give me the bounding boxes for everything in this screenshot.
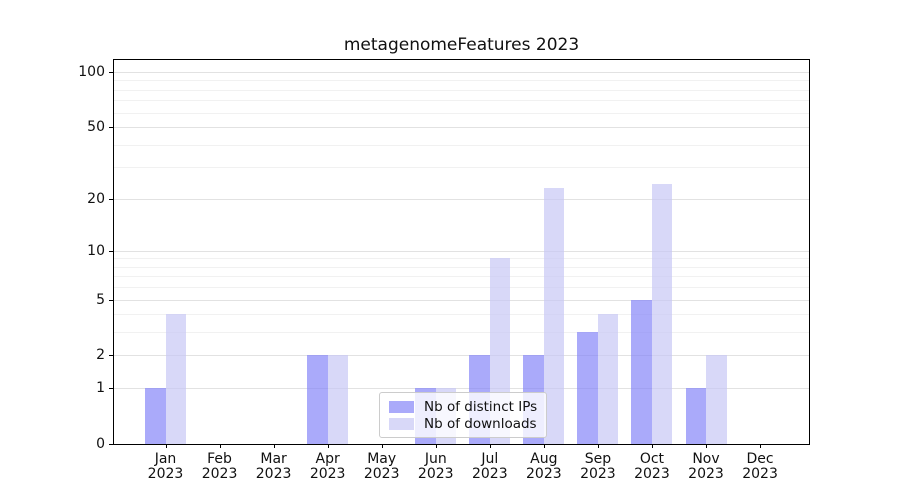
x-tick-label-oct: Oct 2023 — [634, 451, 670, 482]
x-tick-label-nov: Nov 2023 — [688, 451, 724, 482]
legend-swatch-downloads — [389, 417, 414, 430]
y-tick-label: 100 — [78, 63, 105, 80]
bar-downloads-nov — [706, 355, 727, 444]
bar-ips-oct — [631, 299, 652, 444]
y-tick-label: 20 — [87, 190, 105, 207]
grid-line-minor — [114, 266, 809, 268]
legend-label-distinct-ips: Nb of distinct IPs — [424, 398, 538, 415]
x-tick-label-jun: Jun 2023 — [417, 451, 454, 482]
grid-line-major — [114, 198, 809, 200]
x-tick-label-may: May 2023 — [363, 451, 400, 482]
plot-area: Nb of distinct IPs Nb of downloads — [113, 59, 810, 445]
bar-ips-apr — [307, 355, 328, 444]
x-tick — [327, 444, 329, 448]
grid-line-major — [114, 250, 809, 252]
x-tick — [435, 444, 437, 448]
grid-line-minor — [114, 276, 809, 278]
y-tick — [109, 198, 113, 200]
y-tick — [109, 126, 113, 128]
bar-downloads-apr — [327, 355, 349, 444]
y-tick — [109, 355, 113, 357]
x-tick — [651, 444, 653, 448]
bar-ips-nov — [685, 388, 706, 444]
y-tick — [109, 250, 113, 252]
grid-line-minor — [114, 144, 809, 146]
grid-line-minor — [114, 258, 809, 260]
x-tick-label-aug: Aug 2023 — [526, 451, 562, 482]
x-tick — [489, 444, 491, 448]
grid-line-minor — [114, 89, 809, 91]
legend-label-downloads: Nb of downloads — [424, 415, 537, 432]
grid-line-minor — [114, 167, 809, 169]
bar-ips-sep — [577, 332, 598, 444]
legend-item-downloads: Nb of downloads — [389, 415, 537, 432]
x-tick-label-jan: Jan 2023 — [147, 451, 184, 482]
y-tick — [109, 71, 113, 73]
grid-line-major — [114, 388, 809, 390]
x-tick-label-dec: Dec 2023 — [742, 451, 778, 482]
x-tick — [543, 444, 545, 448]
y-tick-label: 5 — [96, 291, 105, 308]
x-tick — [219, 444, 221, 448]
grid-line-major — [114, 299, 809, 301]
bar-downloads-sep — [597, 314, 619, 444]
bar-downloads-aug — [543, 187, 565, 444]
x-tick — [760, 444, 762, 448]
bar-downloads-jan — [165, 314, 186, 444]
legend: Nb of distinct IPs Nb of downloads — [379, 392, 547, 438]
y-tick-label: 2 — [96, 347, 105, 364]
x-tick-label-apr: Apr 2023 — [309, 451, 346, 482]
bar-downloads-oct — [651, 184, 673, 444]
x-tick — [381, 444, 383, 448]
x-tick-label-mar: Mar 2023 — [255, 451, 292, 482]
grid-line-minor — [114, 112, 809, 114]
x-tick — [706, 444, 707, 448]
grid-line-minor — [114, 80, 809, 82]
y-tick-label: 1 — [96, 380, 105, 397]
grid-line-major — [114, 126, 809, 128]
y-tick-label: 10 — [87, 242, 105, 259]
x-tick-label-sep: Sep 2023 — [580, 451, 616, 482]
grid-line-minor — [114, 332, 809, 334]
grid-line-major — [114, 355, 809, 357]
x-tick — [165, 444, 167, 448]
y-tick — [109, 444, 113, 445]
legend-item-distinct-ips: Nb of distinct IPs — [389, 398, 537, 415]
x-tick — [273, 444, 275, 448]
x-tick-label-jul: Jul 2023 — [471, 451, 508, 482]
legend-swatch-ips — [389, 400, 414, 413]
y-tick — [109, 299, 113, 301]
y-tick-label: 0 — [96, 436, 105, 452]
x-tick — [597, 444, 599, 448]
x-tick-label-feb: Feb 2023 — [201, 451, 238, 482]
grid-line-minor — [114, 287, 809, 289]
y-tick — [109, 388, 113, 390]
bar-ips-jan — [145, 388, 166, 444]
grid-line-major — [114, 71, 809, 73]
grid-line-minor — [114, 314, 809, 316]
grid-line-minor — [114, 100, 809, 102]
y-tick-label: 50 — [87, 118, 105, 135]
chart-title: metagenomeFeatures 2023 — [343, 35, 580, 55]
